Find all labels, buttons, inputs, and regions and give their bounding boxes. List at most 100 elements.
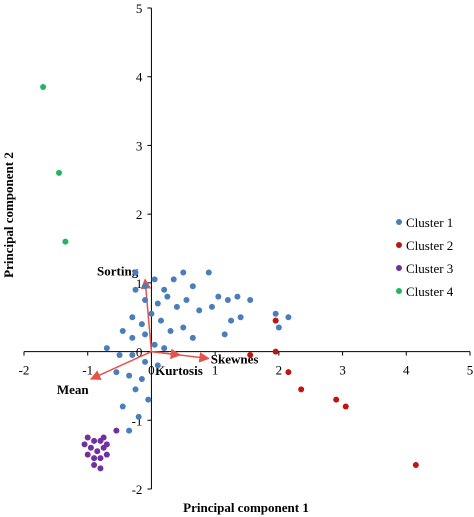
axes — [23, 7, 471, 490]
x-tick-label: 4 — [403, 363, 410, 378]
x-axis-title: Principal component 1 — [183, 500, 309, 515]
point-cluster-1 — [215, 293, 222, 300]
legend-marker-cluster-3 — [396, 265, 402, 271]
point-cluster-2 — [285, 369, 292, 376]
point-cluster-1 — [234, 293, 241, 300]
point-cluster-4 — [62, 238, 69, 245]
point-cluster-3 — [97, 455, 104, 462]
legend-marker-cluster-2 — [396, 242, 402, 248]
point-cluster-4 — [40, 84, 47, 91]
point-cluster-1 — [154, 300, 161, 307]
y-axis-title: Principal component 2 — [1, 152, 16, 278]
point-cluster-1 — [164, 293, 171, 300]
x-tick-label: 5 — [467, 363, 474, 378]
point-cluster-1 — [189, 283, 196, 290]
point-cluster-3 — [113, 427, 120, 434]
point-cluster-3 — [97, 465, 104, 472]
legend: Cluster 1 Cluster 2 Cluster 3 Cluster 4 — [396, 215, 454, 299]
point-cluster-1 — [228, 317, 235, 324]
x-tick-label: -2 — [19, 363, 30, 378]
point-cluster-3 — [84, 451, 91, 458]
y-tick-labels: -2 -1 0 1 2 3 4 5 — [132, 1, 143, 497]
point-cluster-1 — [208, 303, 215, 310]
point-cluster-1 — [154, 362, 161, 369]
point-cluster-1 — [224, 297, 231, 304]
point-cluster-3 — [100, 434, 107, 441]
legend-label-cluster-3: Cluster 3 — [406, 261, 453, 276]
loading-label-mean: Mean — [57, 382, 90, 397]
point-cluster-1 — [285, 314, 292, 321]
point-cluster-1 — [132, 269, 139, 276]
point-cluster-1 — [151, 341, 158, 348]
point-cluster-1 — [129, 314, 136, 321]
point-cluster-1 — [135, 413, 142, 420]
point-cluster-1 — [129, 352, 136, 359]
loading-arrow-sorting — [140, 278, 153, 352]
point-cluster-1 — [142, 283, 149, 290]
point-cluster-1 — [170, 276, 177, 283]
legend-label-cluster-2: Cluster 2 — [406, 238, 453, 253]
point-cluster-3 — [91, 461, 98, 468]
point-cluster-1 — [119, 403, 126, 410]
x-tick-labels: -2 -1 0 1 2 3 4 5 — [19, 363, 474, 378]
point-cluster-1 — [132, 286, 139, 293]
point-cluster-2 — [247, 352, 254, 359]
point-cluster-2 — [412, 461, 419, 468]
y-tick-label: 1 — [136, 276, 143, 291]
point-cluster-1 — [142, 358, 149, 365]
legend-marker-cluster-4 — [396, 288, 402, 294]
data-points — [40, 84, 419, 472]
point-cluster-3 — [81, 441, 88, 448]
y-tick-label: 5 — [136, 1, 143, 16]
point-cluster-1 — [157, 317, 164, 324]
point-cluster-1 — [180, 324, 187, 331]
loading-arrow-mean — [89, 350, 152, 380]
point-cluster-1 — [138, 321, 145, 328]
point-cluster-3 — [84, 434, 91, 441]
point-cluster-1 — [221, 331, 228, 338]
x-tick-label: 0 — [148, 363, 155, 378]
point-cluster-1 — [113, 369, 120, 376]
legend-label-cluster-4: Cluster 4 — [406, 284, 454, 299]
point-cluster-1 — [142, 297, 149, 304]
point-cluster-2 — [342, 403, 349, 410]
point-cluster-2 — [333, 396, 340, 403]
point-cluster-1 — [173, 303, 180, 310]
point-cluster-1 — [148, 310, 155, 317]
point-cluster-1 — [142, 331, 149, 338]
y-tick-label: 3 — [136, 138, 143, 153]
point-cluster-1 — [180, 269, 187, 276]
y-tick-label: 2 — [136, 207, 143, 222]
point-cluster-2 — [298, 386, 305, 393]
x-tick-label: -1 — [82, 363, 93, 378]
point-cluster-1 — [151, 276, 158, 283]
point-cluster-1 — [103, 345, 110, 352]
point-cluster-1 — [196, 307, 203, 314]
y-tick-label: 4 — [136, 70, 143, 85]
loading-arrow-kurtosis — [151, 348, 182, 360]
point-cluster-3 — [87, 444, 94, 451]
point-cluster-1 — [272, 310, 279, 317]
loading-label-sorting: Sorting — [97, 263, 139, 278]
point-cluster-3 — [103, 451, 110, 458]
point-cluster-1 — [189, 334, 196, 341]
point-cluster-3 — [91, 455, 98, 462]
x-tick-label: 1 — [212, 363, 219, 378]
legend-marker-cluster-1 — [396, 219, 402, 225]
point-cluster-1 — [161, 286, 168, 293]
point-cluster-1 — [129, 334, 136, 341]
loading-label-kurtosis: Kurtosis — [155, 363, 203, 378]
point-cluster-1 — [138, 376, 145, 383]
point-cluster-1 — [167, 327, 174, 334]
point-cluster-1 — [161, 345, 168, 352]
point-cluster-1 — [119, 327, 126, 334]
point-cluster-1 — [237, 314, 244, 321]
point-cluster-1 — [205, 269, 212, 276]
point-cluster-4 — [56, 169, 63, 176]
point-cluster-1 — [247, 297, 254, 304]
legend-label-cluster-1: Cluster 1 — [406, 215, 453, 230]
y-tick-label: -1 — [132, 413, 143, 428]
point-cluster-1 — [145, 396, 152, 403]
point-cluster-1 — [183, 297, 190, 304]
